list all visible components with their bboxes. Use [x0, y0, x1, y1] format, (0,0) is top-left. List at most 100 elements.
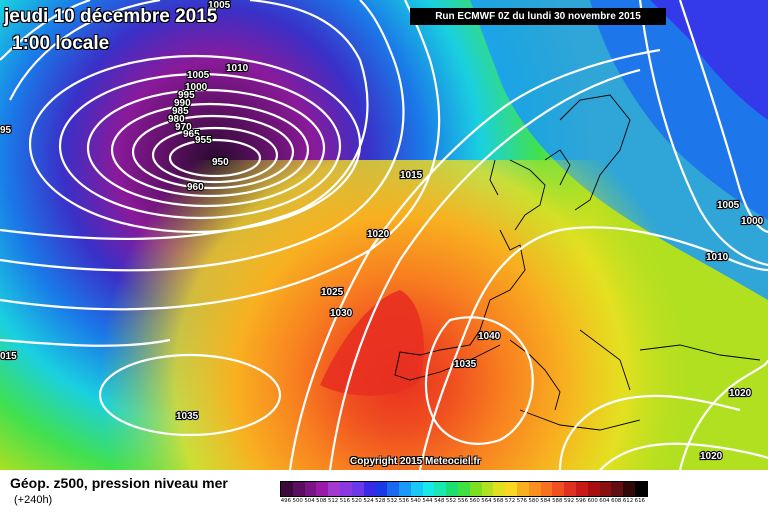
- legend-title: Géop. z500, pression niveau mer: [10, 475, 228, 491]
- color-scale-value: 532: [386, 498, 398, 504]
- isobar-label: 980: [168, 114, 185, 125]
- isobar-label: 1000: [741, 216, 764, 227]
- model-run-label: Run ECMWF 0Z du lundi 30 novembre 2015: [410, 8, 666, 25]
- legend-subtitle: (+240h): [14, 494, 53, 506]
- isobar-label: 1020: [729, 388, 752, 399]
- ridge-core: [320, 290, 424, 396]
- color-scale: [280, 481, 648, 497]
- isobar-label: 1040: [478, 331, 501, 342]
- color-scale-swatch: [634, 482, 647, 496]
- pressure-map: 1005 1010 1005 1000 995 990 985 980 970 …: [0, 0, 768, 470]
- isobar-label: 955: [195, 135, 212, 146]
- color-scale-swatch: [540, 482, 553, 496]
- color-scale-value: 556: [457, 498, 468, 504]
- color-scale-swatch: [398, 482, 411, 496]
- color-scale-value: 616: [634, 498, 645, 504]
- color-scale-value: 524: [363, 498, 374, 504]
- forecast-local-time: 1:00 locale: [12, 33, 110, 54]
- color-scale-value: 540: [410, 498, 421, 504]
- legend-footer: Géop. z500, pression niveau mer (+240h) …: [0, 470, 768, 512]
- color-scale-value: 612: [622, 498, 634, 504]
- color-scale-swatch: [505, 482, 517, 496]
- color-scale-value: 600: [587, 498, 598, 504]
- color-scale-value: 580: [528, 498, 539, 504]
- color-scale-swatch: [281, 482, 293, 496]
- color-scale-value: 588: [552, 498, 563, 504]
- color-scale-value: 560: [469, 498, 480, 504]
- color-scale-value: 500: [292, 498, 303, 504]
- color-scale-swatch: [623, 482, 635, 496]
- isobar-label: 990: [174, 98, 191, 109]
- color-scale-swatch: [457, 482, 470, 496]
- copyright-notice: Copyright 2015 Meteociel.fr: [350, 456, 481, 467]
- isobar-label: 1010: [706, 252, 729, 263]
- color-scale-value: 548: [434, 498, 445, 504]
- isobar-label: 1035: [454, 359, 477, 370]
- color-scale-value: 572: [504, 498, 516, 504]
- color-scale-swatch: [363, 482, 376, 496]
- forecast-date: jeudi 10 décembre 2015: [4, 6, 218, 27]
- color-scale-value: 508: [316, 498, 327, 504]
- color-scale-value: 568: [493, 498, 504, 504]
- color-scale-swatch: [422, 482, 435, 496]
- isobar-label: 1005: [717, 200, 740, 211]
- color-scale-value: 536: [398, 498, 410, 504]
- color-scale-swatch: [587, 482, 600, 496]
- color-scale-value: 528: [375, 498, 386, 504]
- isobar-label: 1015: [400, 170, 423, 181]
- isobar-label: 1020: [367, 229, 390, 240]
- color-scale-swatch: [375, 482, 388, 496]
- color-scale-swatch: [339, 482, 352, 496]
- color-scale-swatch: [564, 482, 576, 496]
- isobar-label: 1030: [330, 308, 353, 319]
- color-scale-value: 552: [445, 498, 457, 504]
- isobar-label: 1005: [208, 0, 231, 11]
- color-scale-value: 584: [540, 498, 551, 504]
- isobar-label: 965: [183, 129, 200, 140]
- isobar-label: 1010: [226, 63, 249, 74]
- color-scale-swatch: [575, 482, 588, 496]
- color-scale-value: 604: [599, 498, 610, 504]
- color-scale-swatch: [599, 482, 612, 496]
- isobar-label: 95: [0, 125, 12, 136]
- color-scale-swatch: [328, 482, 340, 496]
- color-scale-swatch: [316, 482, 329, 496]
- isobar-label: 1025: [321, 287, 344, 298]
- coastlines: [394, 94, 761, 431]
- color-scale-value: 608: [611, 498, 622, 504]
- color-scale-swatch: [387, 482, 399, 496]
- color-scale-swatch: [528, 482, 541, 496]
- trough-east-core: [650, 0, 768, 120]
- color-scale-value: 576: [516, 498, 527, 504]
- color-scale-value: 504: [304, 498, 315, 504]
- isobar-label: 1005: [187, 70, 210, 81]
- isobar-label: 995: [178, 90, 195, 101]
- color-scale-value: 516: [339, 498, 351, 504]
- isobar-label: 1000: [185, 82, 208, 93]
- color-scale-swatch: [304, 482, 317, 496]
- color-scale-swatch: [351, 482, 364, 496]
- color-scale-value: 564: [481, 498, 492, 504]
- color-scale-swatch: [410, 482, 423, 496]
- isobar-label: 985: [172, 106, 189, 117]
- color-scale-swatch: [446, 482, 458, 496]
- color-scale-swatch: [611, 482, 624, 496]
- color-scale-value: 544: [422, 498, 433, 504]
- color-scale-value: 592: [563, 498, 575, 504]
- isobar-label: 960: [187, 182, 204, 193]
- isobar-label: 950: [212, 157, 229, 168]
- color-scale-swatch: [481, 482, 494, 496]
- isobar-label: 1020: [700, 451, 723, 462]
- color-scale-swatch: [292, 482, 305, 496]
- color-scale-swatch: [493, 482, 506, 496]
- color-scale-value: 512: [327, 498, 339, 504]
- isobars: [0, 0, 768, 470]
- color-scale-swatch: [552, 482, 565, 496]
- color-scale-value: 496: [280, 498, 292, 504]
- isobar-labels: 1005 1010 1005 1000 995 990 985 980 970 …: [0, 0, 765, 463]
- color-scale-value: 520: [351, 498, 362, 504]
- color-scale-swatch: [434, 482, 447, 496]
- color-scale-labels: 496 500 504 508 512 516 520 524 528 532 536 540 544 5…: [280, 498, 646, 504]
- isobar-label: 1035: [176, 411, 199, 422]
